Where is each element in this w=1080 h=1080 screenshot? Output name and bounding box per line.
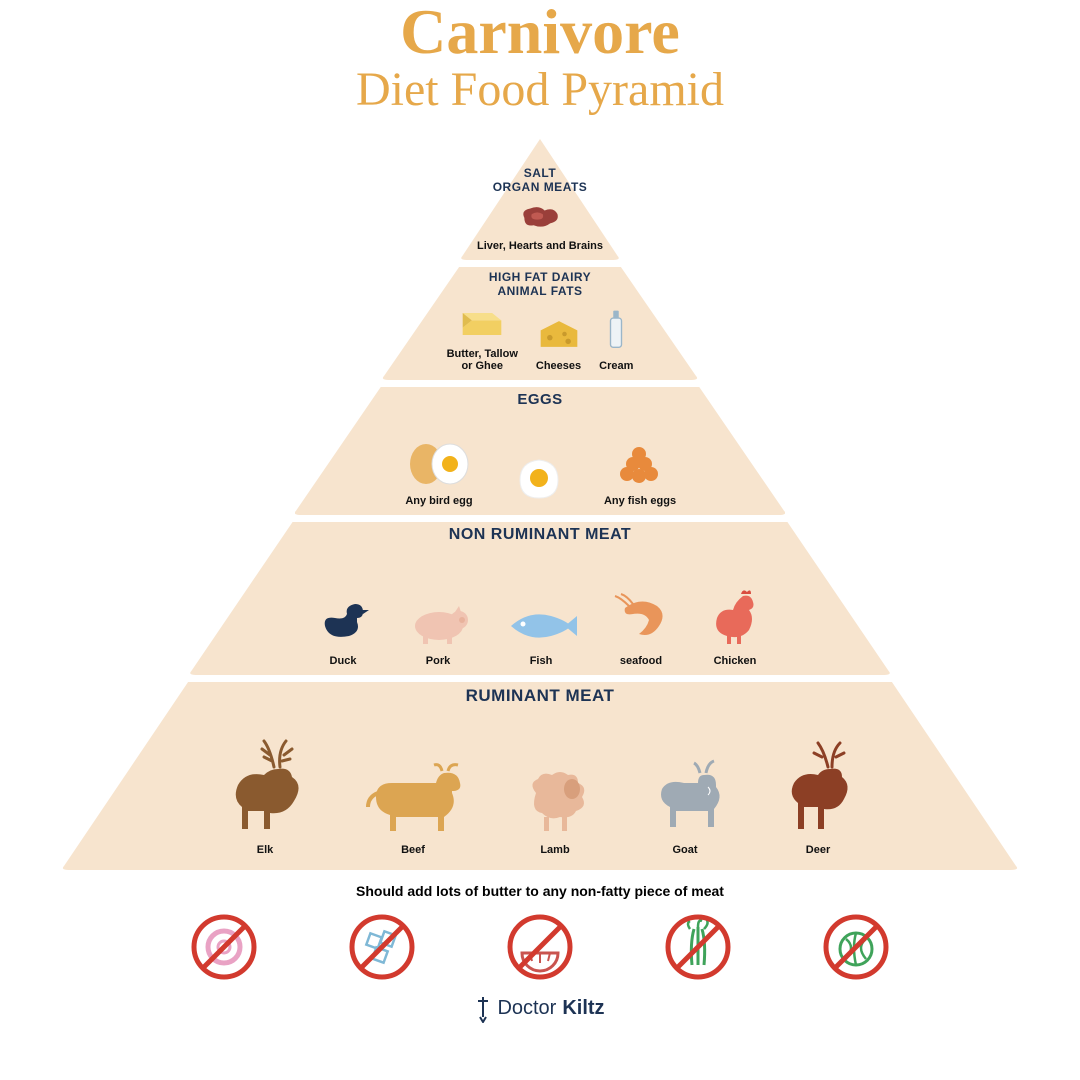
sheep-icon bbox=[516, 763, 594, 840]
pig: Pork bbox=[405, 600, 471, 667]
tier-non-ruminant: NON RUMINANT MEAT Duck Pork Fish seafood Chic… bbox=[190, 520, 890, 675]
brand-bold: Kiltz bbox=[562, 997, 604, 1020]
tier-dairy-fats: HIGH FAT DAIRY ANIMAL FATSButter, Tallow… bbox=[375, 265, 705, 380]
brand-mark-icon bbox=[475, 995, 491, 1023]
deer: Deer bbox=[776, 735, 860, 856]
cream-icon bbox=[605, 307, 627, 356]
boiled-egg-icon bbox=[404, 440, 474, 491]
fish: Fish bbox=[505, 606, 577, 667]
fish-icon bbox=[505, 606, 577, 651]
cream: Cream bbox=[599, 307, 633, 372]
item-label: Deer bbox=[806, 844, 830, 856]
shrimp: seafood bbox=[611, 592, 671, 667]
donut-avoid-icon bbox=[190, 913, 258, 981]
fried-egg bbox=[514, 456, 564, 507]
item-label: Lamb bbox=[540, 844, 569, 856]
items-row: Elk Beef Lamb Goat Deer bbox=[220, 705, 860, 869]
brand-thin: Doctor bbox=[497, 997, 556, 1020]
elk-icon bbox=[220, 735, 310, 840]
liver: Liver, Hearts and Brains bbox=[477, 201, 603, 252]
duck: Duck bbox=[315, 590, 371, 667]
item-label: Cream bbox=[599, 360, 633, 372]
cheese: Cheeses bbox=[536, 317, 581, 372]
tier-heading: RUMINANT MEAT bbox=[466, 686, 615, 706]
tier-ruminant: RUMINANT MEAT Elk Beef Lamb Goat Deer bbox=[60, 680, 1020, 870]
celery-avoid-icon bbox=[664, 913, 732, 981]
shrimp-icon bbox=[611, 592, 671, 651]
sugar-avoid-icon bbox=[348, 913, 416, 981]
tier-heading: HIGH FAT DAIRY ANIMAL FATS bbox=[489, 271, 591, 299]
item-label: Pork bbox=[426, 655, 450, 667]
item-label: Duck bbox=[330, 655, 357, 667]
items-row: Butter, Tallow or Ghee Cheeses Cream bbox=[447, 298, 634, 379]
boiled-egg: Any bird egg bbox=[404, 440, 474, 507]
pyramid: SALT ORGAN MEATS Liver, Hearts and Brains… bbox=[40, 135, 1040, 875]
item-label: Elk bbox=[257, 844, 274, 856]
pig-icon bbox=[405, 600, 471, 651]
butter: Butter, Tallow or Ghee bbox=[447, 309, 518, 372]
deer-icon bbox=[776, 735, 860, 840]
item-label: Beef bbox=[401, 844, 425, 856]
fish-eggs-icon bbox=[613, 444, 667, 491]
title-main: Carnivore bbox=[0, 0, 1080, 64]
item-label: seafood bbox=[620, 655, 662, 667]
fruit-avoid-icon bbox=[506, 913, 574, 981]
duck-icon bbox=[315, 590, 371, 651]
goat: Goat bbox=[642, 757, 728, 856]
cow: Beef bbox=[358, 753, 468, 856]
item-label: Chicken bbox=[714, 655, 757, 667]
item-label: Goat bbox=[672, 844, 697, 856]
items-row: Duck Pork Fish seafood Chicken bbox=[315, 544, 765, 675]
avoid-row bbox=[0, 913, 1080, 981]
tier-salt-organ: SALT ORGAN MEATS Liver, Hearts and Brains bbox=[450, 135, 630, 260]
chicken-icon bbox=[705, 586, 765, 651]
liver-icon bbox=[517, 201, 563, 236]
item-label: Fish bbox=[530, 655, 553, 667]
tier-eggs: EGGS Any bird egg Any fish eggs bbox=[295, 385, 785, 515]
elk: Elk bbox=[220, 735, 310, 856]
item-label: Liver, Hearts and Brains bbox=[477, 240, 603, 252]
item-label: Cheeses bbox=[536, 360, 581, 372]
item-label: Butter, Tallow or Ghee bbox=[447, 348, 518, 372]
goat-icon bbox=[642, 757, 728, 840]
butter-icon bbox=[459, 309, 505, 344]
items-row: Liver, Hearts and Brains bbox=[477, 194, 603, 259]
footnote-text: Should add lots of butter to any non-fat… bbox=[0, 883, 1080, 899]
tier-heading: EGGS bbox=[517, 391, 562, 408]
sheep: Lamb bbox=[516, 763, 594, 856]
cow-icon bbox=[358, 753, 468, 840]
cabbage-avoid-icon bbox=[822, 913, 890, 981]
cheese-icon bbox=[537, 317, 581, 356]
items-row: Any bird egg Any fish eggs bbox=[404, 408, 676, 515]
item-label: Any bird egg bbox=[405, 495, 472, 507]
tier-heading: NON RUMINANT MEAT bbox=[449, 526, 631, 544]
title-sub: Diet Food Pyramid bbox=[0, 64, 1080, 117]
tier-heading: SALT ORGAN MEATS bbox=[493, 167, 588, 195]
chicken: Chicken bbox=[705, 586, 765, 667]
title-block: Carnivore Diet Food Pyramid bbox=[0, 0, 1080, 117]
brand-logo: Doctor Kiltz bbox=[0, 995, 1080, 1023]
fish-eggs: Any fish eggs bbox=[604, 444, 676, 507]
item-label: Any fish eggs bbox=[604, 495, 676, 507]
fried-egg-icon bbox=[514, 456, 564, 507]
